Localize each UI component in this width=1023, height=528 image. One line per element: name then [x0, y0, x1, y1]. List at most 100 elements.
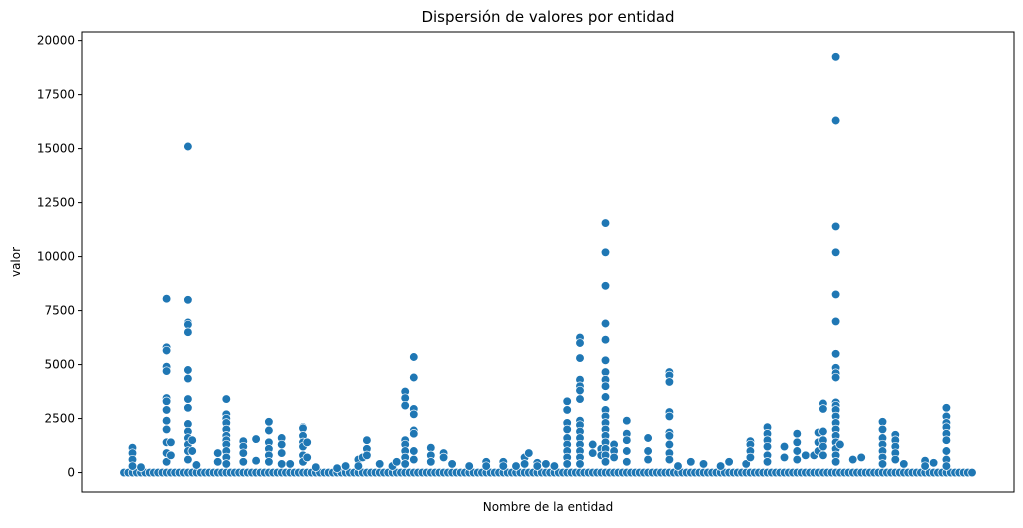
- data-point: [541, 459, 551, 469]
- data-point: [762, 441, 773, 452]
- data-point: [830, 115, 841, 126]
- data-point: [238, 448, 248, 458]
- data-point: [409, 352, 419, 362]
- data-point: [400, 459, 410, 469]
- data-point: [332, 463, 342, 473]
- y-tick-label: 15000: [37, 142, 75, 156]
- data-point: [575, 385, 585, 396]
- data-point: [353, 461, 364, 471]
- data-point: [575, 459, 585, 469]
- data-point: [213, 457, 223, 467]
- data-point: [183, 454, 193, 465]
- data-point: [161, 396, 172, 406]
- chart-title: Dispersión de valores por entidad: [421, 8, 674, 26]
- data-point: [277, 448, 287, 458]
- data-point: [792, 454, 802, 465]
- baseline-point: [967, 467, 977, 478]
- data-point: [724, 457, 734, 467]
- data-point: [136, 462, 146, 472]
- data-point: [161, 424, 172, 435]
- data-point: [830, 221, 841, 232]
- data-point: [340, 461, 351, 471]
- data-point: [920, 461, 930, 471]
- data-point: [392, 457, 402, 467]
- data-point: [161, 345, 172, 356]
- data-point: [532, 461, 542, 471]
- data-point: [673, 461, 683, 471]
- data-point: [686, 457, 696, 467]
- data-point: [830, 316, 841, 327]
- data-point: [166, 437, 176, 447]
- y-tick-label: 7500: [44, 304, 75, 318]
- data-point: [161, 457, 172, 467]
- data-point: [562, 405, 572, 415]
- data-point: [622, 416, 632, 426]
- data-point: [183, 403, 193, 413]
- data-point: [409, 454, 419, 465]
- data-point: [191, 460, 202, 470]
- data-point: [183, 327, 193, 337]
- data-point: [562, 424, 572, 435]
- data-point: [600, 457, 611, 467]
- data-point: [362, 450, 372, 460]
- data-point: [600, 281, 611, 291]
- data-point: [600, 218, 611, 228]
- data-point: [400, 400, 410, 411]
- data-point: [161, 294, 172, 304]
- data-point: [643, 454, 653, 465]
- data-point: [698, 459, 709, 469]
- data-point: [664, 439, 675, 450]
- data-point: [830, 52, 841, 62]
- y-tick-label: 5000: [44, 358, 75, 372]
- data-point: [409, 446, 419, 456]
- data-point: [575, 353, 585, 363]
- data-point: [941, 403, 952, 413]
- data-point: [549, 461, 560, 471]
- data-point: [447, 459, 457, 469]
- data-point: [524, 448, 534, 458]
- data-point: [664, 377, 675, 387]
- data-point: [830, 457, 841, 467]
- data-point: [409, 372, 419, 383]
- data-point: [745, 452, 756, 463]
- data-point: [899, 459, 909, 469]
- y-axis: 0 2500 5000 7500 10000 12500 15000 17500 20000: [37, 34, 82, 480]
- data-point: [741, 459, 751, 469]
- data-point: [161, 416, 172, 426]
- data-point: [801, 450, 811, 460]
- data-point: [609, 452, 619, 463]
- data-point: [438, 452, 449, 463]
- data-point: [622, 457, 632, 467]
- data-point: [877, 424, 888, 435]
- data-point: [877, 459, 888, 469]
- y-tick-label: 17500: [37, 88, 75, 102]
- data-point: [264, 457, 274, 467]
- data-point: [311, 462, 321, 472]
- data-point: [600, 247, 611, 257]
- data-point: [600, 392, 611, 402]
- x-axis-label: Nombre de la entidad: [483, 500, 613, 514]
- data-point: [183, 365, 193, 375]
- data-point: [643, 446, 653, 456]
- data-point: [187, 435, 197, 445]
- data-point: [664, 411, 675, 422]
- data-point: [664, 454, 675, 465]
- data-point: [221, 459, 231, 469]
- data-point: [187, 446, 197, 456]
- data-point: [928, 458, 939, 468]
- data-points: [119, 52, 977, 478]
- data-point: [575, 338, 585, 348]
- data-point: [792, 429, 802, 439]
- data-point: [498, 461, 508, 471]
- data-point: [277, 459, 287, 469]
- data-point: [562, 459, 572, 469]
- data-point: [519, 459, 530, 469]
- data-point: [622, 435, 632, 445]
- data-point: [183, 295, 193, 305]
- data-point: [285, 459, 295, 469]
- data-point: [600, 318, 611, 329]
- data-point: [426, 457, 436, 467]
- data-point: [251, 456, 261, 466]
